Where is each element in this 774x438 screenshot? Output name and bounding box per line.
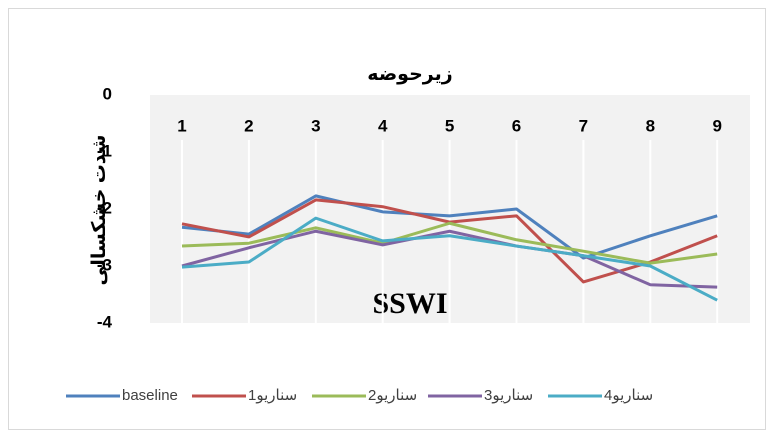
legend-label: baseline: [122, 387, 178, 404]
x-tick-label: 4: [378, 116, 388, 135]
legend-label: سناریو1: [248, 387, 297, 404]
x-tick-label: 7: [579, 116, 588, 135]
x-tick-label: 5: [445, 116, 454, 135]
y-tick-label: -3: [97, 255, 112, 274]
legend-label: سناریو4: [604, 387, 653, 404]
x-tick-label: 3: [311, 116, 320, 135]
y-axis-title: شدت خشکسالی: [89, 135, 110, 286]
y-tick-label: -4: [97, 312, 113, 331]
series-line: [181, 221, 718, 265]
series-line: [181, 194, 718, 260]
x-tick-label: 8: [646, 116, 655, 135]
annotation: SSWI: [372, 287, 447, 320]
series-line: [181, 216, 718, 302]
chart-title: زیرحوضه: [367, 64, 452, 85]
x-tick-label: 1: [177, 116, 186, 135]
y-tick-label: -1: [97, 141, 112, 160]
y-tick-label: -2: [97, 198, 112, 217]
legend-label: سناریو3: [484, 387, 533, 404]
x-tick-label: 2: [244, 116, 253, 135]
legend-label: سناریو2: [368, 387, 417, 404]
x-tick-label: 6: [512, 116, 521, 135]
series-line: [181, 229, 718, 289]
y-tick-label: 0: [103, 84, 112, 103]
x-tick-label: 9: [712, 116, 721, 135]
